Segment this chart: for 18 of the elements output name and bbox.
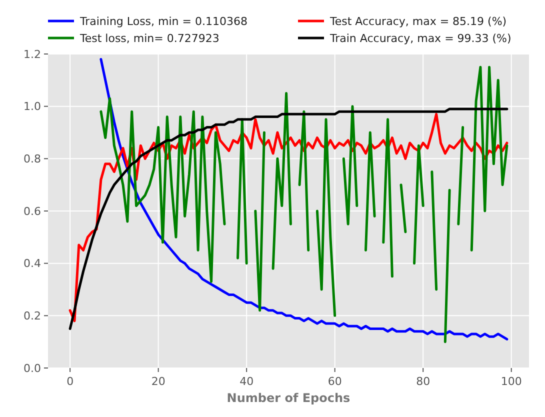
y-tick-label: 1.0 <box>24 100 41 114</box>
x-tick-label: 0 <box>66 375 74 388</box>
y-tick-label: 0.6 <box>24 204 41 218</box>
y-tick-label: 1.2 <box>24 48 41 61</box>
y-tick-label: 0.2 <box>24 310 41 323</box>
x-tick-label: 20 <box>151 375 166 388</box>
x-tick-label: 80 <box>416 375 430 388</box>
x-tick-label: 60 <box>328 375 342 388</box>
y-tick-label: 0.8 <box>24 152 41 166</box>
y-tick-label: 0.4 <box>24 257 41 270</box>
legend-label: Training Loss, min = 0.110368 <box>79 15 248 28</box>
x-tick-label: 100 <box>500 375 522 388</box>
legend-label: Train Accuracy, max = 99.33 (%) <box>329 32 512 45</box>
x-axis-title: Number of Epochs <box>226 391 350 405</box>
x-tick-label: 40 <box>240 375 254 388</box>
y-tick-label: 0.0 <box>24 362 41 375</box>
legend-label: Test Accuracy, max = 85.19 (%) <box>329 15 507 28</box>
legend-label: Test loss, min= 0.727923 <box>79 32 220 45</box>
